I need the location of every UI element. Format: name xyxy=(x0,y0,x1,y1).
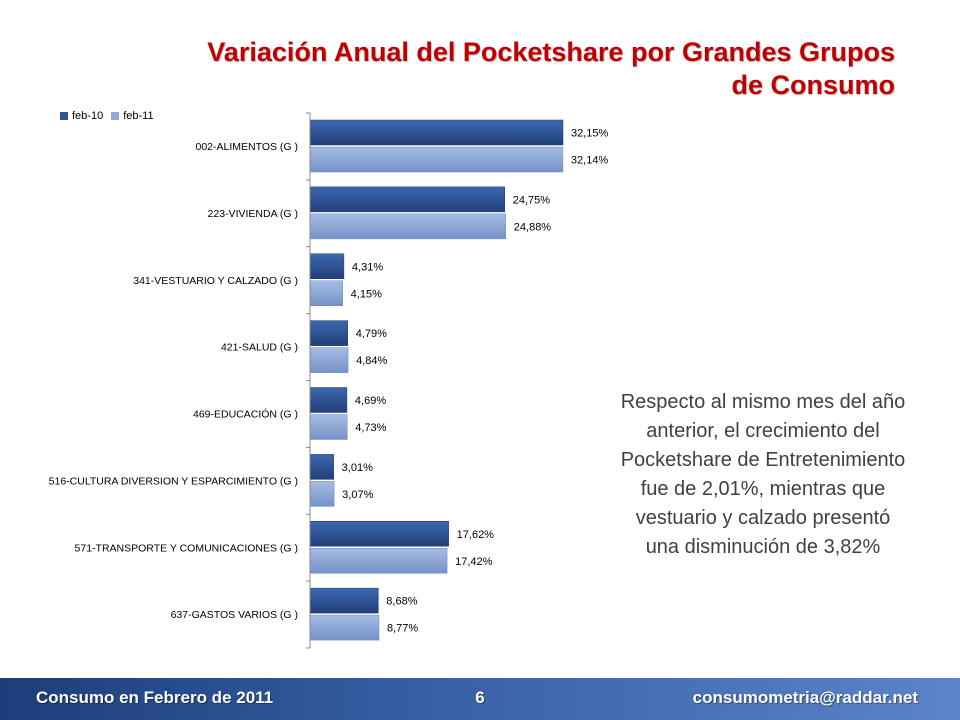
slide-title: Variación Anual del Pocketshare por Gran… xyxy=(150,36,895,102)
slide-title-line1: Variación Anual del Pocketshare por Gran… xyxy=(207,37,895,67)
data-label-feb-11-3: 4,84% xyxy=(356,355,387,367)
bar-feb-11-4 xyxy=(309,414,348,440)
data-label-feb-10-1: 24,75% xyxy=(513,194,551,206)
data-label-feb-10-3: 4,79% xyxy=(356,328,387,340)
legend-swatch-feb11 xyxy=(111,112,120,120)
legend-item-feb10: feb-10 xyxy=(60,110,103,122)
data-label-feb-10-5: 3,01% xyxy=(342,462,373,474)
data-label-feb-11-1: 24,88% xyxy=(514,221,552,233)
category-label-7: 637-GASTOS VARIOS (G ) xyxy=(171,609,298,621)
category-label-0: 002-ALIMENTOS (G ) xyxy=(196,141,299,153)
category-label-1: 223-VIVIENDA (G ) xyxy=(208,208,298,220)
slide-title-line2: de Consumo xyxy=(731,70,895,100)
data-label-feb-10-2: 4,31% xyxy=(352,261,383,273)
data-label-feb-10-6: 17,62% xyxy=(457,529,495,541)
bar-feb-11-3 xyxy=(309,347,349,373)
commentary-text: Respecto al mismo mes del año anterior, … xyxy=(620,391,906,558)
data-label-feb-10-0: 32,15% xyxy=(571,128,609,140)
legend-item-feb11: feb-11 xyxy=(111,110,154,122)
bar-feb-10-2 xyxy=(309,253,345,279)
data-label-feb-11-6: 17,42% xyxy=(455,556,493,568)
bar-feb-10-3 xyxy=(309,320,348,346)
category-label-2: 341-VESTUARIO Y CALZADO (G ) xyxy=(133,275,298,287)
bar-feb-10-4 xyxy=(309,387,348,413)
bar-feb-11-1 xyxy=(309,213,507,240)
data-label-feb-11-2: 4,15% xyxy=(351,288,382,300)
bar-feb-11-2 xyxy=(309,280,343,306)
page-number: 6 xyxy=(475,688,485,707)
bar-feb-11-5 xyxy=(309,481,335,507)
data-label-feb-11-0: 32,14% xyxy=(571,155,609,167)
bar-feb-10-5 xyxy=(309,454,334,480)
chart-legend: feb-10 feb-11 xyxy=(60,108,154,124)
category-label-5: 516-CULTURA DIVERSION Y ESPARCIMIENTO (G… xyxy=(49,475,298,487)
data-label-feb-10-7: 8,68% xyxy=(386,596,417,608)
bar-feb-11-7 xyxy=(309,614,380,641)
legend-swatch-feb10 xyxy=(60,112,68,120)
bar-feb-11-6 xyxy=(309,548,448,574)
bar-feb-11-0 xyxy=(309,146,564,173)
category-label-3: 421-SALUD (G ) xyxy=(221,342,298,354)
legend-label-feb11: feb-11 xyxy=(123,110,154,122)
legend-label-feb10: feb-10 xyxy=(72,110,104,122)
data-label-feb-11-4: 4,73% xyxy=(355,422,386,434)
data-label-feb-11-5: 3,07% xyxy=(342,489,373,501)
category-label-6: 571-TRANSPORTE Y COMUNICACIONES (G ) xyxy=(75,542,298,554)
bar-feb-10-6 xyxy=(309,521,449,547)
footer-email: consumometria@raddar.net xyxy=(692,688,918,707)
footer-bar: Consumo en Febrero de 2011 6 consumometr… xyxy=(0,678,960,720)
data-label-feb-11-7: 8,77% xyxy=(387,623,418,635)
footer-title: Consumo en Febrero de 2011 xyxy=(36,688,274,707)
bar-feb-10-0 xyxy=(309,119,564,146)
data-label-feb-10-4: 4,69% xyxy=(355,395,386,407)
bar-feb-10-1 xyxy=(309,186,506,213)
category-label-4: 469-EDUCACIÓN (G ) xyxy=(193,408,298,421)
bar-feb-10-7 xyxy=(309,587,379,614)
